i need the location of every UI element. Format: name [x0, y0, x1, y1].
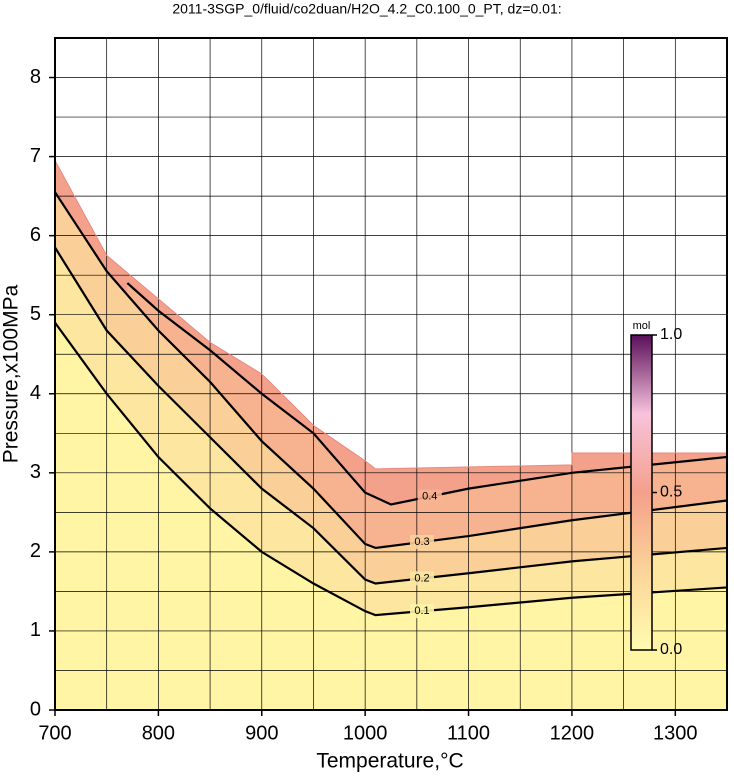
- contour-label: 0.4: [422, 490, 437, 502]
- contour-band: [55, 322, 727, 710]
- y-tick-label: 6: [30, 224, 41, 246]
- x-tick-label: 900: [245, 722, 278, 744]
- x-tick-label: 800: [142, 722, 175, 744]
- contour-label: 0.2: [414, 572, 429, 584]
- label-bg: [410, 571, 435, 586]
- colorbar-label: mol: [633, 320, 651, 332]
- y-tick-label: 1: [30, 619, 41, 641]
- plot-frame: [54, 37, 728, 711]
- contour-label: 0.3: [414, 536, 429, 548]
- domain-edge: [55, 160, 727, 470]
- colorbar-tick-label: 0.5: [660, 484, 682, 501]
- y-tick-label: 8: [30, 66, 41, 88]
- contour-line: [55, 191, 727, 550]
- colorbar-tick-label: 1.0: [660, 326, 682, 343]
- x-tick-label: 1100: [447, 722, 490, 744]
- x-tick-label: 1000: [343, 722, 388, 744]
- y-tick-label: 5: [30, 303, 41, 325]
- y-tick-label: 3: [30, 461, 41, 483]
- y-tick-label: 7: [30, 145, 41, 167]
- y-tick-label: 4: [30, 382, 41, 404]
- y-axis-label: Pressure,x100MPa: [0, 284, 23, 463]
- contour-line: [55, 246, 727, 585]
- y-tick-label: 2: [30, 540, 41, 562]
- colorbar-tick-label: 0.0: [660, 641, 682, 658]
- contour-label: 0.1: [414, 605, 429, 617]
- x-axis-label: Temperature,°C: [316, 750, 463, 773]
- x-tick-label: 1300: [653, 722, 698, 744]
- contour-line: [126, 282, 727, 506]
- chart-title: 2011-3SGP_0/fluid/co2duan/H2O_4.2_C0.100…: [172, 1, 561, 17]
- y-tick-label: 0: [30, 698, 41, 720]
- label-bg: [417, 489, 442, 504]
- x-tick-label: 1200: [550, 722, 595, 744]
- label-bg: [410, 535, 435, 549]
- colorbar: [630, 334, 653, 651]
- label-bg: [410, 604, 435, 619]
- contour-line: [55, 321, 727, 617]
- x-tick-label: 700: [38, 722, 71, 744]
